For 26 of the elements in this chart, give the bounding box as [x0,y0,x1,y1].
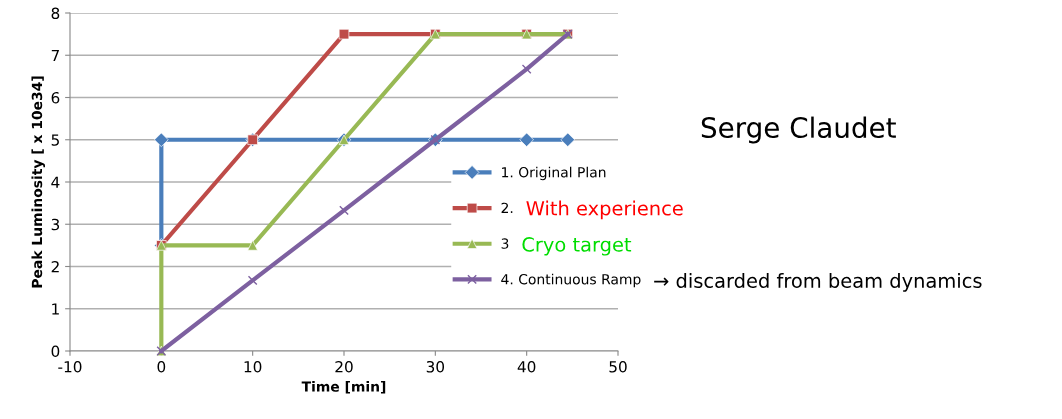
x-tick-label: 0 [157,360,166,373]
x-tick-label: 40 [517,360,536,373]
y-tick-label: 0 [51,345,60,358]
y-tick-label: 7 [51,49,59,62]
legend-label: 2. [501,202,513,213]
text: Serge Claudet [701,116,896,144]
y-tick-label: 3 [51,218,60,231]
y-tick-label: 2 [51,260,59,273]
y-tick-label: 6 [51,91,60,104]
x-tick-label: -10 [58,360,82,373]
legend-label: 4. Continuous Ramp [501,273,641,288]
legend-label: 3 [501,238,509,249]
y-tick-label: 4 [51,176,60,188]
legend-label: 1. Original Plan [502,166,606,181]
x-tick-label: 10 [244,360,262,373]
x-tick-label: 20 [335,360,353,373]
y-axis-title: Peak Luminosity [ x 10e34] [31,76,45,288]
annotation: With experience [526,200,683,220]
y-tick-label: 8 [51,7,60,20]
annotation: Cryo target [522,237,632,256]
x-tick-label: 50 [609,360,627,373]
x-tick-label: 30 [426,360,445,373]
x-axis-title: Time [min] [301,381,386,394]
y-tick-label: 1 [52,303,59,315]
text: → discarded from beam dynamics [654,272,982,292]
y-tick-label: 5 [51,134,59,146]
